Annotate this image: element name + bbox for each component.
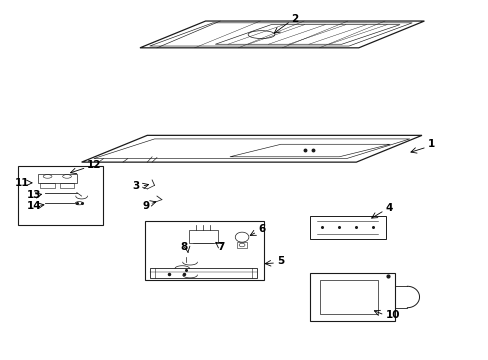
- Bar: [40, 183, 55, 188]
- Bar: [60, 183, 74, 188]
- Text: 5: 5: [277, 256, 284, 266]
- Bar: [237, 242, 246, 248]
- Text: 1: 1: [427, 139, 435, 149]
- Bar: [309, 216, 385, 239]
- Bar: [144, 221, 264, 280]
- Text: 13: 13: [27, 190, 41, 200]
- Bar: [188, 230, 217, 243]
- Bar: [19, 166, 103, 225]
- Text: 3: 3: [132, 181, 140, 192]
- Bar: [309, 273, 394, 321]
- Text: 11: 11: [15, 178, 29, 188]
- Text: 4: 4: [385, 203, 392, 213]
- Bar: [38, 174, 77, 183]
- Text: 6: 6: [258, 224, 265, 234]
- Bar: [319, 280, 377, 314]
- Text: 8: 8: [180, 242, 187, 252]
- Text: 2: 2: [290, 14, 297, 23]
- Text: 14: 14: [27, 201, 41, 211]
- Text: 7: 7: [216, 242, 224, 252]
- Text: 9: 9: [142, 201, 149, 211]
- Text: 10: 10: [385, 310, 399, 320]
- Text: 12: 12: [86, 160, 101, 170]
